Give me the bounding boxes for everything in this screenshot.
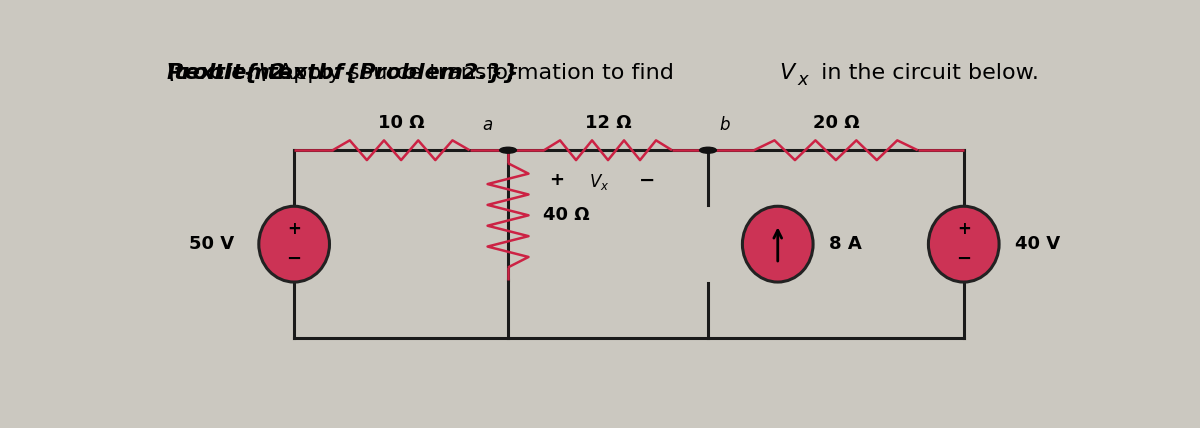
Text: 10 Ω: 10 Ω (378, 114, 425, 132)
Text: 50 V: 50 V (188, 235, 234, 253)
Text: \textit{\textbf{Problem2.}}: \textit{\textbf{Problem2.}} (167, 63, 520, 83)
Text: +: + (287, 220, 301, 238)
Text: 40 V: 40 V (1015, 235, 1060, 253)
Text: 40 Ω: 40 Ω (544, 206, 590, 224)
Text: $V_x$: $V_x$ (588, 172, 608, 192)
Text: Problem2.: Problem2. (167, 63, 294, 83)
Text: −: − (956, 250, 971, 268)
Text: 20 Ω: 20 Ω (812, 114, 859, 132)
Text: $\mathit{x}$: $\mathit{x}$ (797, 71, 810, 89)
Text: +: + (956, 220, 971, 238)
Text: +: + (550, 171, 564, 189)
Circle shape (499, 147, 516, 153)
Text: −: − (287, 250, 301, 268)
Ellipse shape (259, 206, 330, 282)
Text: b: b (720, 116, 730, 134)
Text: a: a (482, 116, 493, 134)
Text: Apply source transformation to find: Apply source transformation to find (278, 63, 682, 83)
Text: in the circuit below.: in the circuit below. (814, 63, 1039, 83)
Text: 12 Ω: 12 Ω (584, 114, 631, 132)
Circle shape (700, 147, 716, 153)
Text: $\mathit{V}$: $\mathit{V}$ (779, 63, 797, 83)
Text: −: − (638, 170, 655, 189)
Text: 8 A: 8 A (829, 235, 862, 253)
Ellipse shape (743, 206, 814, 282)
Ellipse shape (929, 206, 1000, 282)
